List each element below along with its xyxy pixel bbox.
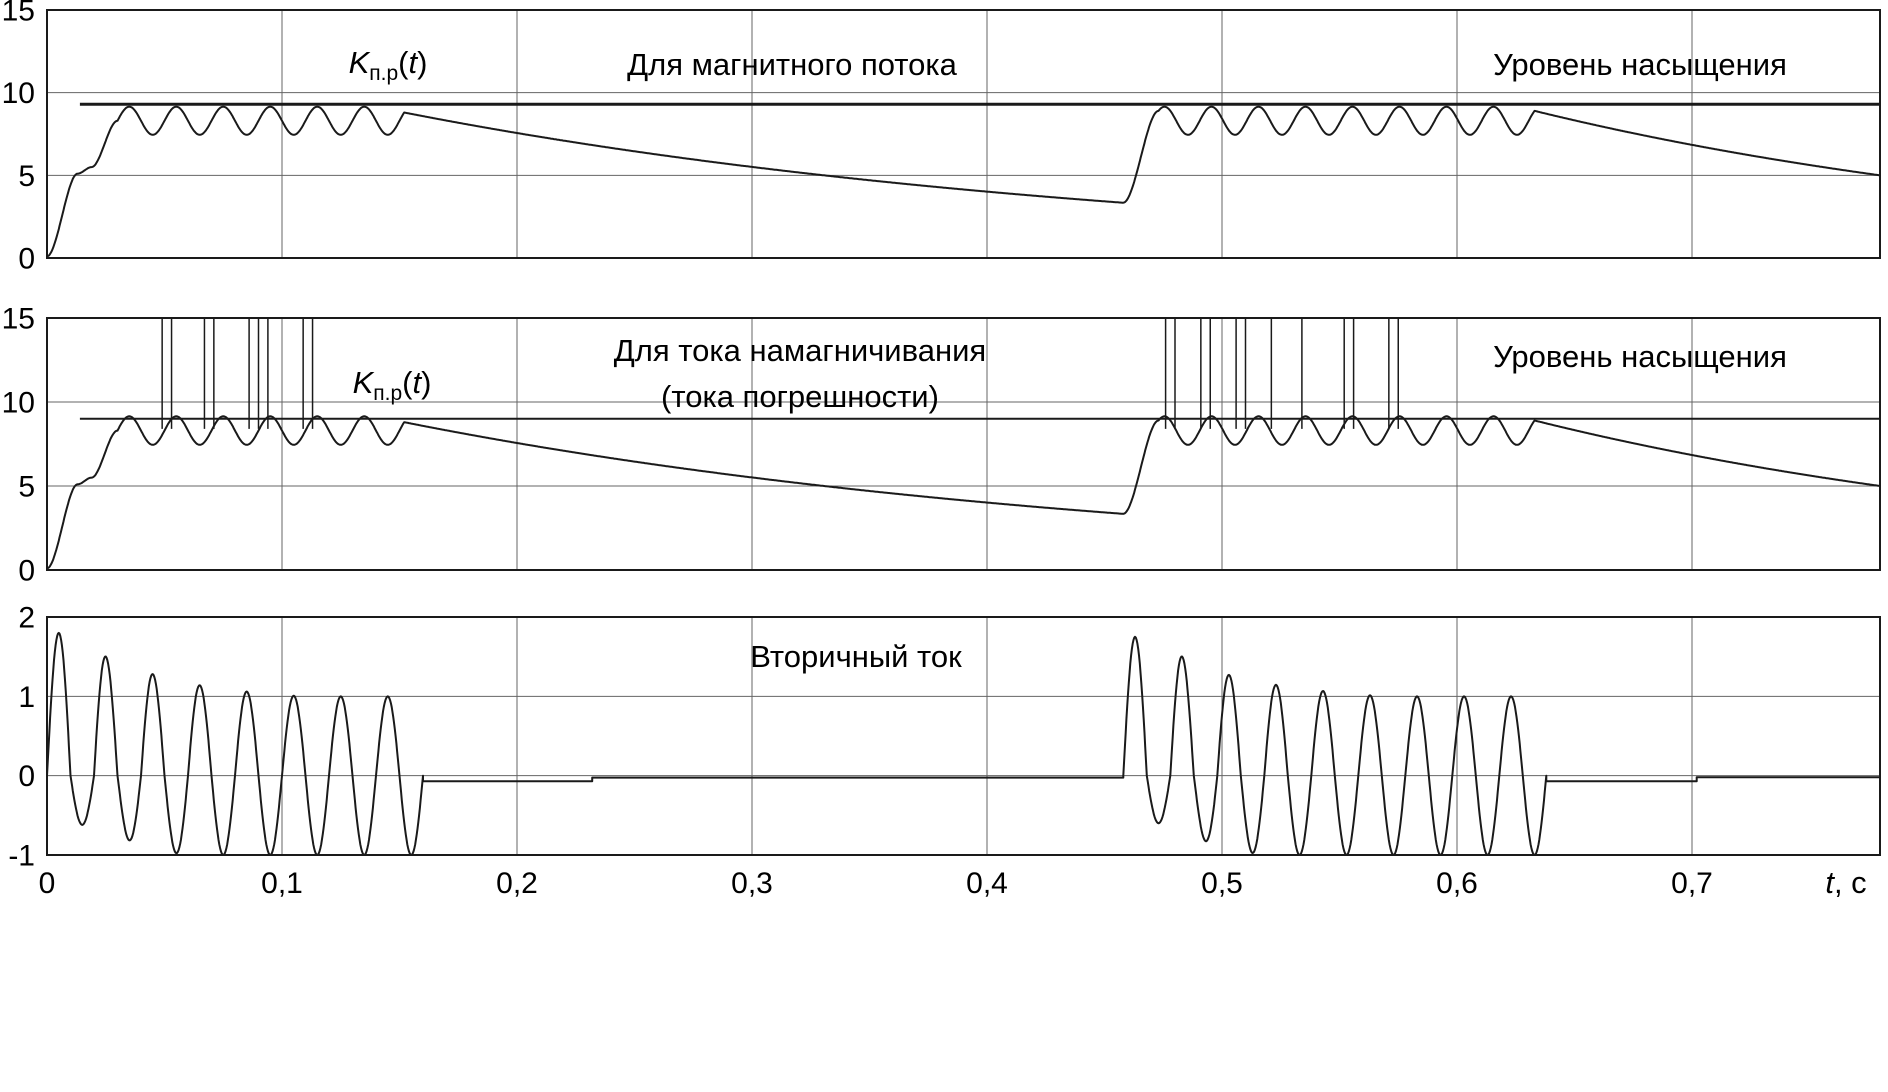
sec-xtick-label: 0,7 <box>1671 867 1713 900</box>
kpr-symbol: K <box>352 365 374 400</box>
mag-ytick-label: 10 <box>2 387 35 420</box>
flux-ytick-label: 0 <box>18 243 35 276</box>
sec-xtick-label: 0,4 <box>966 867 1008 900</box>
sec-ytick-label: -1 <box>8 840 35 873</box>
kpr-paren-open: ( <box>398 45 409 80</box>
flux-axes-frame <box>46 9 1881 259</box>
sec-xtick-label: 0,2 <box>496 867 538 900</box>
sec-ytick-label: 0 <box>18 760 35 793</box>
mag-ytick-label: 5 <box>18 471 35 504</box>
xaxis-unit-label: t, с <box>1825 862 1866 904</box>
kpr-paren-close: ) <box>421 365 432 400</box>
mag-axes-frame <box>46 317 1881 571</box>
kpr-paren-close: ) <box>417 45 428 80</box>
kpr-argument: t <box>412 365 422 400</box>
kpr-paren-open: ( <box>402 365 413 400</box>
flux-panel: 15 10 5 0 <box>2 0 1881 276</box>
mag-ytick-label: 0 <box>18 555 35 588</box>
sec-panel: 210-10 0,1 0,2 0,3 0,4 0,5 0,6 0,7 <box>8 602 1881 900</box>
flux-ytick-label: 5 <box>18 160 35 193</box>
sec-xtick-label: 0,3 <box>731 867 773 900</box>
kpr-subscript: п.р <box>369 62 399 85</box>
flux-saturation-label: Уровень насыщения <box>1493 47 1787 82</box>
flux-kpr-curve <box>46 105 1881 258</box>
flux-ytick-label: 10 <box>2 77 35 110</box>
flux-kpr-label: Kп.р(t) <box>349 42 428 88</box>
sec-xtick-label: 0 <box>39 867 56 900</box>
xaxis-variable: t <box>1825 865 1834 900</box>
mag-panel: 15 10 5 0 <box>2 303 1881 588</box>
sec-xtick-label: 0,5 <box>1201 867 1243 900</box>
secondary-current-curve <box>46 631 1881 856</box>
kpr-argument: t <box>408 45 418 80</box>
mag-kpr-curve <box>46 415 1881 570</box>
xaxis-unit: , с <box>1833 865 1867 900</box>
sec-ytick-label: 1 <box>18 681 35 714</box>
sec-xtick-label: 0,6 <box>1436 867 1478 900</box>
mag-kpr-label: Kп.р(t) <box>353 362 432 408</box>
flux-title: Для магнитного потока <box>627 47 957 82</box>
mag-saturation-label: Уровень насыщения <box>1493 339 1787 374</box>
mag-title-line1: Для тока намагничивания <box>613 333 987 368</box>
kpr-symbol: K <box>348 45 370 80</box>
secondary-current-title: Вторичный ток <box>750 639 962 674</box>
sec-xtick-label: 0,1 <box>261 867 303 900</box>
mag-title-line2: (тока погрешности) <box>661 379 939 414</box>
kpr-subscript: п.р <box>373 382 403 405</box>
flux-ytick-label: 15 <box>2 0 35 28</box>
sec-axes-frame <box>46 616 1881 856</box>
mag-ytick-label: 15 <box>2 303 35 336</box>
sec-ytick-label: 2 <box>18 602 35 635</box>
